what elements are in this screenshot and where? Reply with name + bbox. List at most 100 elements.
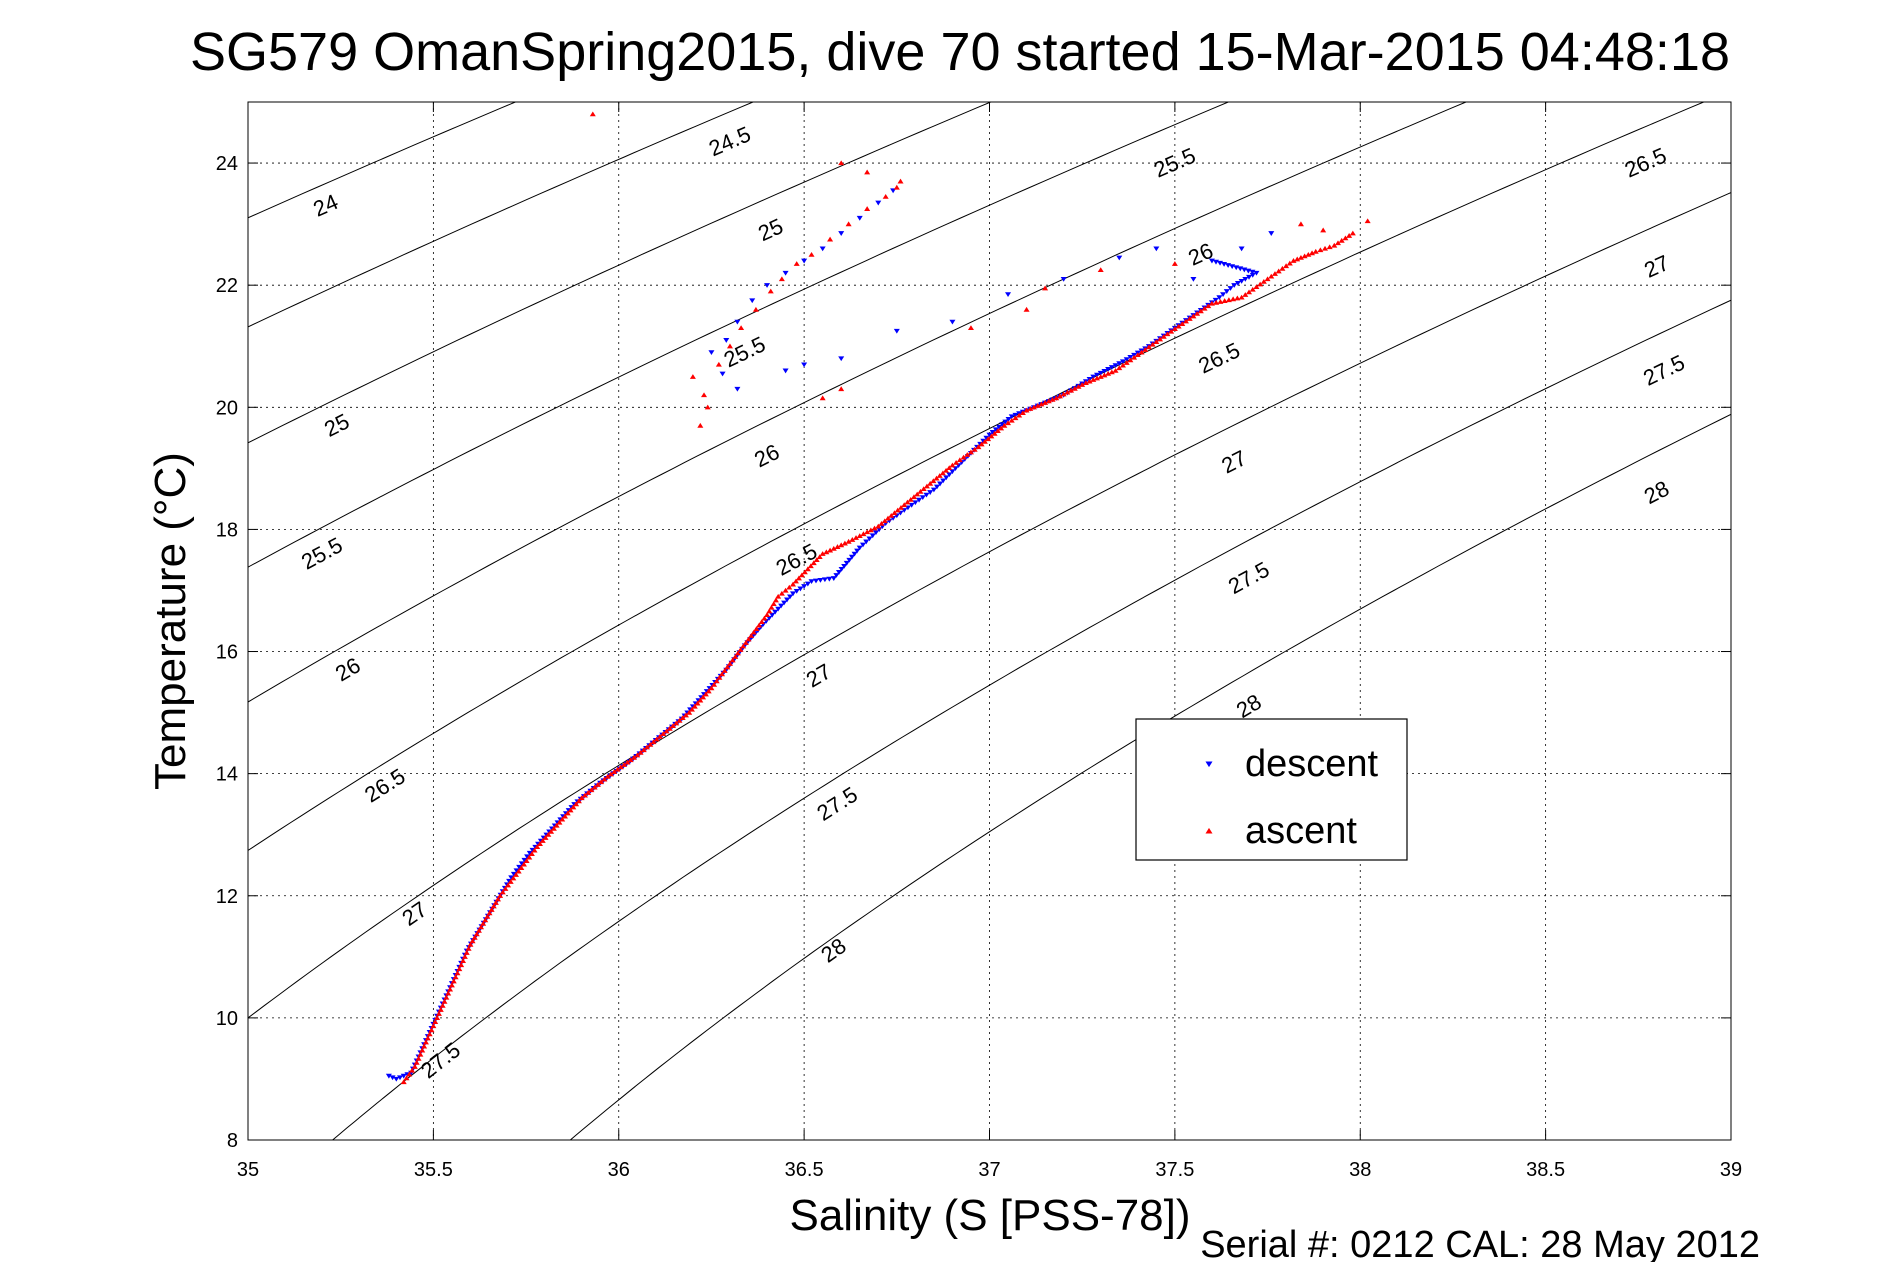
ascent-point [719,671,726,677]
ascent-point [561,813,568,819]
descent-point [1105,367,1112,372]
ascent-point [807,563,814,569]
descent-point [838,567,845,572]
ascent-point [630,755,637,760]
descent-point [949,469,956,475]
ascent-point [1053,395,1060,401]
descent-point [793,588,800,594]
ascent-point [1168,328,1175,334]
ascent-point [422,1039,429,1045]
ascent-point [1101,372,1108,378]
ascent-point [756,622,763,628]
ascent-point [813,557,820,563]
serial-cal-footer: Serial #: 0212 CAL: 28 May 2012 [1200,1224,1760,1262]
ascent-point [1071,385,1078,391]
descent-point [1216,295,1223,301]
ascent-point [700,694,707,700]
ascent-point [1275,268,1282,274]
descent-point [835,570,842,575]
descent-point [875,200,882,206]
ascent-point [403,1075,410,1081]
ascent-point [1023,306,1030,312]
ascent-point [849,537,856,542]
descent-point [723,338,730,343]
descent-point [804,581,811,587]
ascent-point [1116,365,1123,371]
ascent-point [867,527,874,533]
descent-point [992,427,999,433]
ascent-point [819,551,826,556]
ascent-point [507,879,514,884]
ascent-point [417,1051,424,1057]
ascent-point [426,1031,433,1037]
ascent-point [611,769,618,775]
descent-point [1234,281,1241,286]
ascent-point [669,723,676,729]
descent-point [866,536,873,542]
ascent-point [1149,341,1156,347]
descent-point [1227,286,1234,291]
density-contours [248,102,1731,1140]
ascent-point [463,950,470,955]
ascent-point [1012,415,1019,421]
ascent-point [617,764,624,770]
ascent-point [975,444,982,450]
descent-point [999,422,1006,428]
descent-point [772,609,779,615]
ascent-point [1056,393,1063,399]
ascent-point [967,325,974,331]
ascent-point [400,1079,407,1085]
ascent-point [1027,406,1034,411]
ascent-point [1064,389,1071,395]
ascent-point [845,538,852,544]
ascent-point [943,467,950,473]
ascent-point [1097,374,1104,379]
ascent-point [910,494,917,500]
ascent-point [752,306,759,312]
descent-point [943,475,950,481]
ascent-point [1186,316,1193,321]
ascent-point [1079,382,1086,387]
ascent-point [971,446,978,452]
descent-point [923,492,930,498]
descent-point [1116,255,1123,261]
ascent-point [1160,333,1167,339]
y-axis-label: Temperature (°C) [146,452,195,790]
ascent-point [923,483,930,489]
ascent-point [838,386,845,392]
ascent-point [575,798,582,804]
ascent-point [738,325,745,331]
ascent-point [845,221,852,227]
ascent-point [778,276,785,282]
ascent-point [939,470,946,476]
ascent-point [413,1059,420,1065]
density-contour-line [248,102,1704,852]
ascent-point [964,452,971,457]
ascent-point [933,475,940,481]
ascent-point [823,549,830,555]
ascent-point [1030,404,1037,410]
ascent-point [415,1055,422,1061]
ascent-point [1317,247,1324,253]
ascent-point [917,488,924,494]
ascent-point [901,502,908,508]
descent-point [946,472,953,478]
ascent-point [701,392,708,398]
descent-point [734,319,741,325]
descent-point [734,386,741,392]
descent-point [782,270,789,276]
ascent-point [956,457,963,463]
ascent-point [465,945,472,951]
descent-point [817,577,824,583]
ascent-point [447,986,454,992]
ascent-point [520,861,527,867]
ascent-point [510,875,517,881]
density-contour-line [248,102,1467,703]
descent-point [1229,264,1236,270]
ascent-point [528,851,535,856]
ascent-point [688,706,695,712]
ascent-point [711,681,718,687]
descent-point [790,591,797,597]
ascent-point [581,792,588,798]
descent-point [819,246,826,252]
